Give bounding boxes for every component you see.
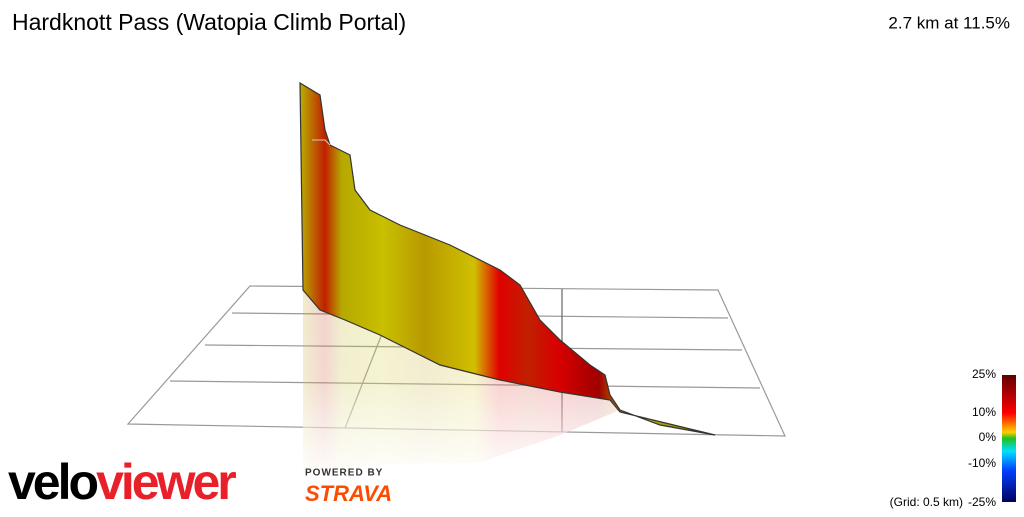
logo-velo: velo xyxy=(8,454,98,510)
profile-edge xyxy=(312,139,331,146)
grid-frame xyxy=(126,285,786,437)
stats: 2.7 km at 11.5% xyxy=(888,13,1010,32)
powered-by: POWERED BY xyxy=(305,468,383,479)
reflection-fade xyxy=(303,290,620,470)
logo: veloviewer xyxy=(8,454,236,510)
grid-note: (Grid: 0.5 km) xyxy=(890,495,963,509)
colorbar xyxy=(1002,375,1016,502)
legend-label: -10% xyxy=(968,456,996,470)
legend-label: -25% xyxy=(968,495,996,509)
legend-label: 25% xyxy=(972,367,996,381)
climb-profile xyxy=(299,81,716,436)
strava-logo: STRAVA xyxy=(305,481,392,506)
title: Hardknott Pass (Watopia Climb Portal) xyxy=(12,9,406,35)
legend-label: 10% xyxy=(972,405,996,419)
legend-label: 0% xyxy=(979,430,997,444)
logo-viewer: viewer xyxy=(96,454,236,510)
